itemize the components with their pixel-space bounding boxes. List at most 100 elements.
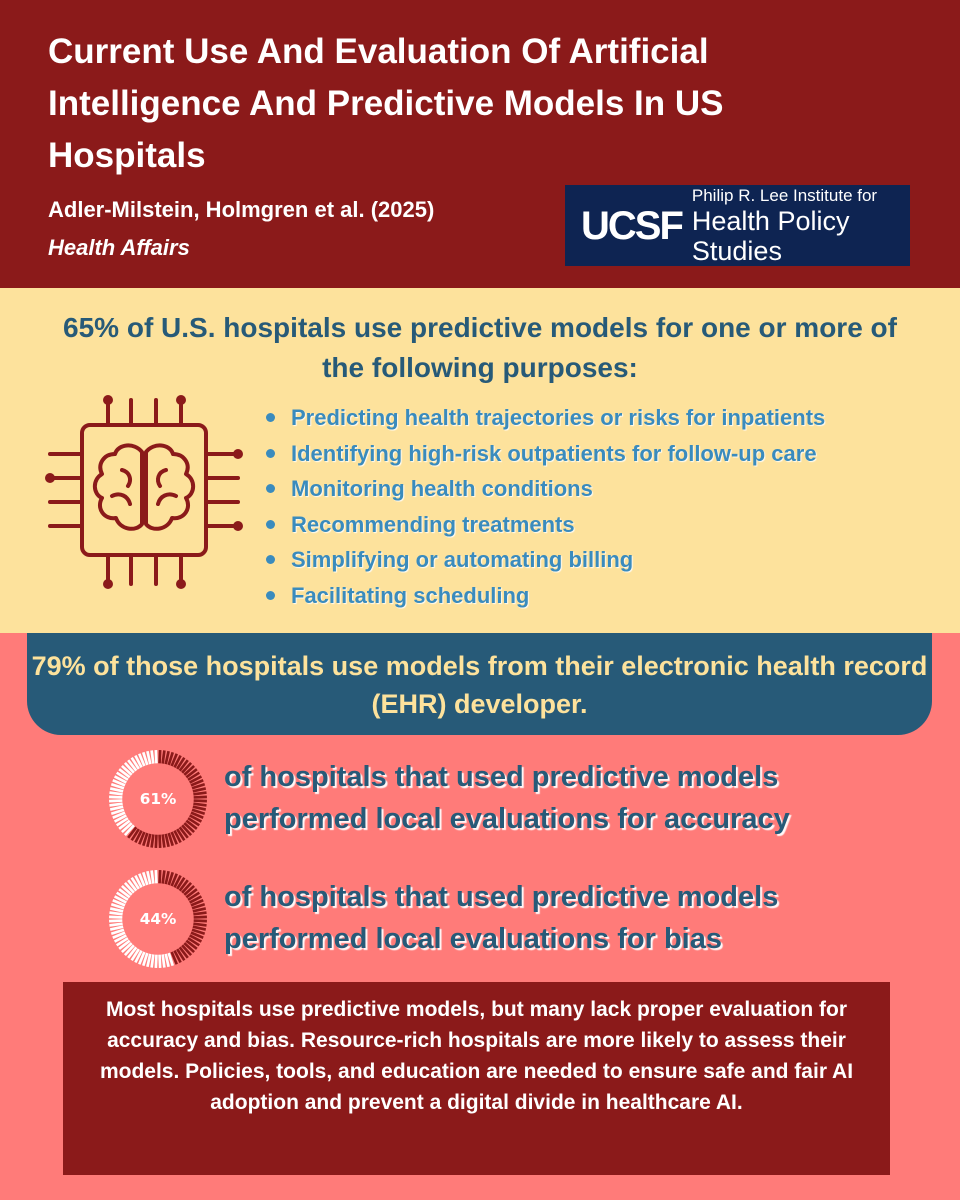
donut-filled-segment [185, 768, 198, 779]
donut-empty-segment [150, 954, 155, 968]
purpose-text: Identifying high-risk outpatients for fo… [291, 440, 817, 466]
donut-empty-segment [113, 895, 127, 904]
donut-filled-segment [190, 811, 204, 819]
donut-filled-segment [154, 834, 158, 848]
donut-empty-segment [121, 822, 133, 834]
donut-empty-segment [150, 870, 155, 884]
donut-empty-segment [110, 783, 125, 790]
donut-filled-segment [164, 870, 170, 885]
bullet-icon [266, 413, 275, 423]
donut-empty-segment [109, 799, 123, 803]
donut-filled-segment [167, 751, 174, 766]
accuracy-donut-chart: 61% [109, 750, 207, 848]
donut-filled-segment [158, 870, 162, 884]
donut-filled-segment [181, 944, 193, 956]
donut-empty-segment [109, 791, 123, 796]
donut-filled-segment [187, 817, 201, 827]
ucsf-logo: UCSF Philip R. Lee Institute for Health … [565, 185, 910, 266]
purpose-text: Facilitating scheduling [291, 582, 530, 608]
donut-filled-segment [178, 879, 189, 892]
donut-filled-segment [167, 871, 174, 886]
donut-percent-label: 61% [140, 790, 177, 808]
donut-filled-segment [173, 830, 182, 844]
donut-empty-segment [150, 750, 155, 764]
bias-donut-chart: 44% [109, 870, 207, 968]
accuracy-stat-text: of hospitals that used predictive models… [224, 761, 790, 835]
purposes-section: 65% of U.S. hospitals use predictive mod… [0, 288, 960, 633]
donut-filled-segment [190, 899, 204, 907]
donut-filled-segment [181, 824, 193, 836]
donut-empty-segment [113, 934, 127, 943]
bullet-icon [266, 555, 275, 565]
donut-filled-segment [176, 876, 186, 890]
donut-empty-segment [154, 954, 158, 968]
donut-filled-segment [193, 799, 207, 803]
list-item: Recommending treatments [266, 507, 825, 543]
purpose-text: Recommending treatments [291, 511, 575, 537]
donut-empty-segment [121, 884, 133, 896]
list-item: Predicting health trajectories or risks … [266, 400, 825, 436]
donut-empty-segment [109, 787, 124, 793]
donut-empty-segment [115, 771, 129, 781]
donut-filled-segment [187, 771, 201, 781]
donut-empty-segment [167, 952, 174, 967]
donut-empty-segment [109, 922, 123, 927]
donut-filled-segment [173, 754, 182, 768]
bias-stat: 44% of hospitals that used predictive mo… [0, 868, 960, 988]
donut-empty-segment [112, 811, 126, 819]
donut-filled-segment [161, 870, 166, 884]
donut-empty-segment [142, 751, 149, 766]
donut-filled-segment [142, 832, 149, 847]
donut-empty-segment [115, 891, 129, 901]
donut-empty-segment [109, 795, 123, 799]
list-item: Identifying high-risk outpatients for fo… [266, 436, 825, 472]
bullet-icon [266, 484, 275, 494]
donut-empty-segment [130, 756, 140, 770]
donut-empty-segment [154, 870, 158, 884]
bias-stat-text: of hospitals that used predictive models… [224, 881, 779, 955]
donut-empty-segment [115, 817, 129, 827]
logo-text: Philip R. Lee Institute for Health Polic… [692, 186, 910, 266]
donut-filled-segment [173, 874, 182, 888]
donut-filled-segment [170, 753, 178, 767]
donut-filled-segment [191, 903, 206, 910]
donut-empty-segment [123, 824, 135, 836]
donut-empty-segment [118, 939, 131, 950]
logo-line-2: Health Policy Studies [691, 205, 850, 266]
donut-filled-segment [183, 822, 195, 834]
donut-filled-segment [176, 948, 186, 962]
donut-filled-segment [176, 756, 186, 770]
donut-filled-segment [178, 759, 189, 772]
donut-filled-segment [193, 915, 207, 919]
donut-filled-segment [161, 834, 166, 848]
donut-filled-segment [181, 762, 193, 774]
purpose-text: Predicting health trajectories or risks … [291, 405, 826, 430]
donut-filled-segment [189, 895, 203, 904]
donut-empty-segment [118, 888, 131, 899]
bullet-icon [266, 448, 275, 458]
donut-empty-segment [127, 879, 138, 892]
donut-filled-segment [178, 946, 189, 959]
donut-empty-segment [146, 750, 152, 765]
donut-empty-segment [115, 937, 129, 947]
donut-filled-segment [178, 826, 189, 839]
donut-empty-segment [110, 903, 125, 910]
donut-percent-label: 44% [140, 910, 177, 928]
donut-empty-segment [134, 874, 143, 888]
list-item: Simplifying or automating billing [266, 542, 825, 578]
donut-filled-segment [181, 882, 193, 894]
journal-name: Health Affairs [48, 235, 190, 260]
donut-empty-segment [123, 944, 135, 956]
donut-empty-segment [118, 819, 131, 830]
donut-empty-segment [112, 931, 126, 939]
donut-filled-segment [185, 888, 198, 899]
donut-filled-segment [170, 951, 178, 965]
donut-filled-segment [189, 814, 203, 823]
donut-empty-segment [123, 882, 135, 894]
bullet-icon [266, 519, 275, 529]
donut-filled-segment [192, 925, 207, 931]
summary-box: Most hospitals use predictive models, bu… [63, 982, 890, 1175]
donut-empty-segment [109, 915, 123, 919]
donut-empty-segment [112, 779, 126, 787]
donut-empty-segment [109, 911, 123, 916]
